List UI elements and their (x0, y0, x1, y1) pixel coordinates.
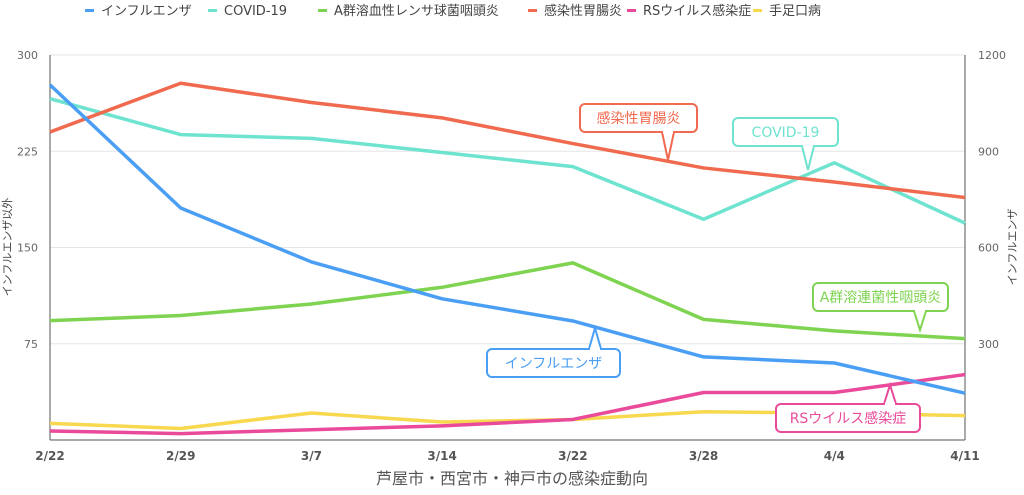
y-tick-right: 600 (978, 242, 999, 255)
legend-label: 感染性胃腸炎 (544, 3, 622, 19)
series-line (49, 261, 966, 341)
series-line (49, 96, 966, 225)
legend-label: RSウイルス感染症 (643, 3, 751, 19)
legend: インフルエンザ COVID-19 A群溶血性レンサ球菌咽頭炎 感染性胃腸炎 RSウイルス… (85, 3, 821, 19)
annotation-label: A群溶連菌性咽頭炎 (820, 290, 942, 306)
legend-item[interactable]: インフルエンザ (85, 4, 192, 19)
legend-swatch (627, 9, 636, 12)
legend-swatch (318, 9, 327, 12)
annotation-label: 感染性胃腸炎 (597, 110, 681, 127)
x-tick: 2/29 (166, 449, 195, 463)
series-line (49, 81, 966, 200)
series-annotation: 感染性胃腸炎 (579, 103, 698, 161)
legend-swatch (528, 9, 537, 12)
legend-label: COVID-19 (224, 4, 287, 19)
x-axis-title: 芦屋市・西宮市・神戸市の感染症動向 (376, 469, 648, 488)
y-tick-left: 225 (17, 145, 38, 158)
x-tick: 3/28 (689, 449, 718, 463)
y-tick-left: 150 (17, 242, 38, 255)
legend-swatch (85, 9, 94, 12)
y-tick-right: 300 (978, 338, 999, 351)
y-tick-left: 75 (24, 338, 38, 351)
series-annotation: RSウイルス感染症 (775, 381, 921, 433)
legend-swatch (753, 9, 762, 12)
series-annotation: インフルエンザ (486, 324, 621, 378)
series-line (49, 372, 966, 436)
y-tick-left: 300 (17, 49, 38, 62)
legend-item[interactable]: 手足口病 (753, 4, 821, 19)
y-tick-right: 1200 (978, 49, 1006, 62)
x-tick: 3/14 (427, 449, 456, 463)
x-tick: 3/7 (301, 449, 322, 463)
x-tick: 3/22 (558, 449, 587, 463)
series-line (48, 83, 966, 395)
legend-label: A群溶血性レンサ球菌咽頭炎 (334, 4, 499, 19)
legend-item[interactable]: RSウイルス感染症 (627, 3, 751, 19)
legend-item[interactable]: COVID-19 (208, 4, 287, 19)
x-tick: 4/4 (824, 449, 845, 463)
series-annotation: A群溶連菌性咽頭炎 (812, 282, 949, 334)
x-tick: 4/11 (950, 449, 979, 463)
x-tick: 2/22 (35, 449, 64, 463)
legend-swatch (208, 9, 217, 12)
legend-item[interactable]: 感染性胃腸炎 (528, 3, 622, 19)
legend-label: インフルエンザ (101, 4, 192, 19)
annotation-label: RSウイルス感染症 (790, 410, 907, 427)
series-annotation: COVID-19 (732, 117, 839, 171)
y-tick-right: 900 (978, 145, 999, 158)
annotation-label: COVID-19 (752, 125, 820, 141)
y-axis-title-right: インフルエンザ (1006, 209, 1019, 286)
legend-item[interactable]: A群溶血性レンサ球菌咽頭炎 (318, 4, 499, 19)
y-axis-title-left: インフルエンザ以外 (1, 198, 14, 297)
legend-label: 手足口病 (769, 4, 821, 19)
annotation-label: インフルエンザ (505, 356, 603, 372)
